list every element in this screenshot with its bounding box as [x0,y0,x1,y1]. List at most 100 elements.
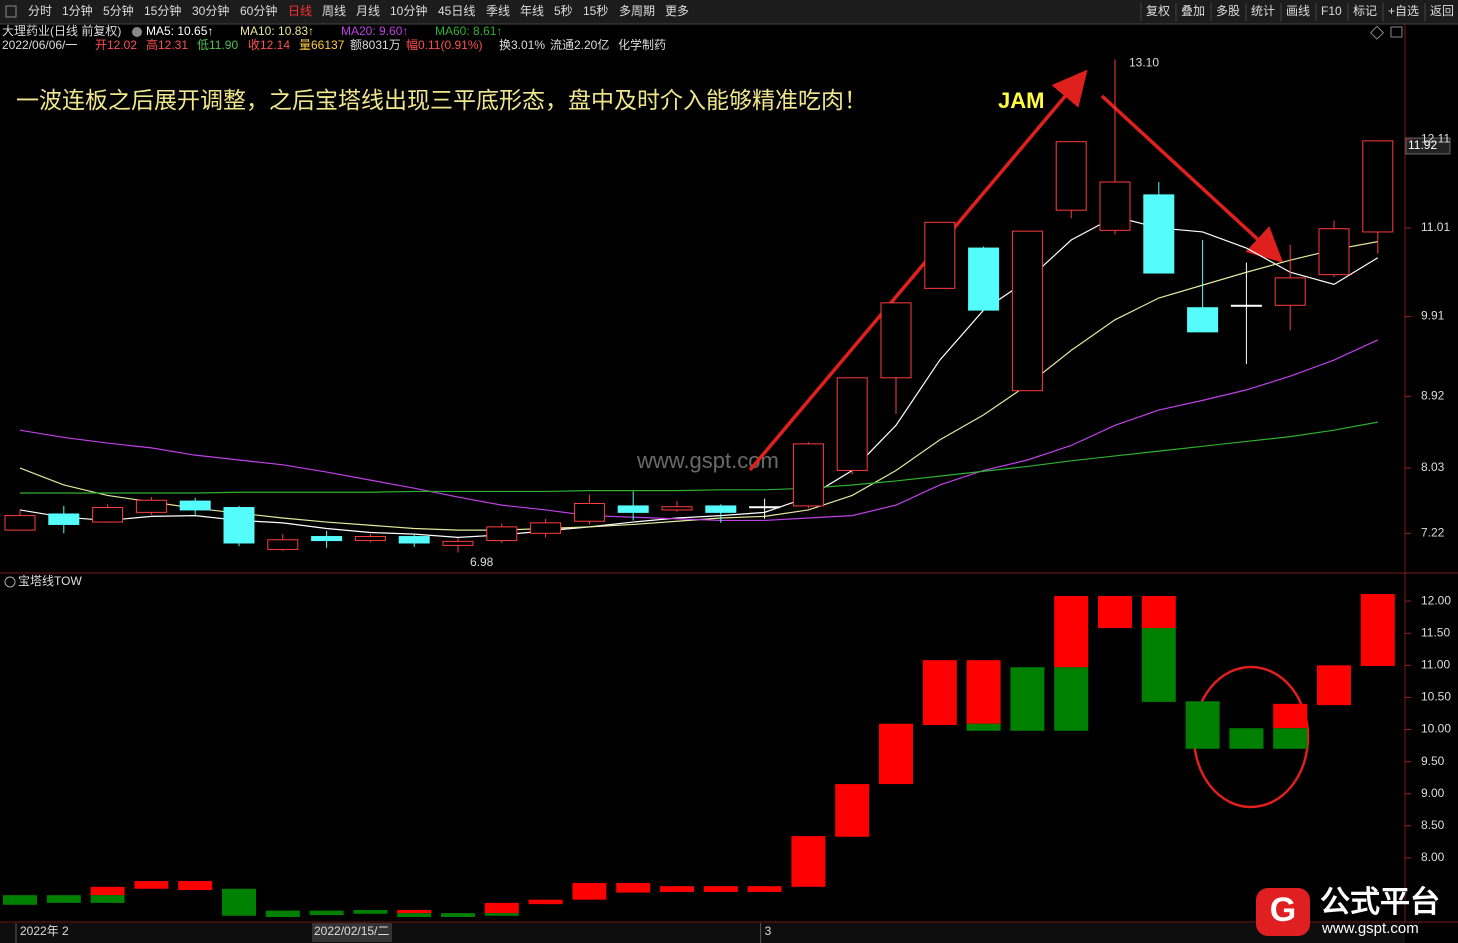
candle-body [1011,230,1043,392]
toolbar-item[interactable]: 30分钟 [192,3,229,18]
info-item: 幅0.11(0.91%) [406,37,482,52]
toolbar-item[interactable]: 10分钟 [390,3,427,18]
tower-segment [747,886,782,892]
toolbar-item[interactable]: 标记 [1353,4,1377,18]
toolbar-item[interactable]: 15秒 [583,4,608,18]
ma-line [20,421,1378,494]
legend-entry: MA20: 9.60↑ [341,24,408,38]
candle-body [749,506,781,509]
tower-segment [134,881,169,889]
y-tick-label: 11.00 [1421,657,1450,671]
toolbar-item[interactable]: 复权 [1146,4,1170,18]
tower-segment [1141,628,1176,702]
toolbar-item[interactable]: 5秒 [554,4,573,18]
candle-body [398,536,430,544]
x-tick-label: 3 [765,924,772,938]
toolbar-item[interactable]: 5分钟 [103,3,134,18]
y-tick-label: 9.91 [1421,309,1445,323]
tower-segment [1317,665,1351,706]
tower-segment [528,899,563,905]
y-tick-label: 9.00 [1421,786,1445,800]
tower-segment [90,895,125,903]
tower-segment [1010,667,1045,731]
toolbar-item[interactable]: 1分钟 [62,3,93,18]
low-label: 6.98 [470,555,494,569]
toolbar-item[interactable]: 年线 [520,4,544,18]
toolbar-item[interactable]: 返回 [1430,4,1454,18]
tower-segment [222,888,256,916]
candle-body [661,506,693,511]
candle-body [1274,277,1306,306]
toolbar-item[interactable]: 月线 [356,4,380,18]
candle-body [968,247,1000,311]
y-tick-label: 8.00 [1421,850,1445,864]
tower-segment [178,881,213,891]
icon [1390,26,1403,38]
logo-name: 公式平台 [1320,885,1440,919]
info-item: 量66137 [299,38,345,52]
y-tick-label: 10.50 [1421,690,1451,704]
tower-segment [966,660,1001,724]
annotation: 一波连板之后展开调整，之后宝塔线出现三平底形态，盘中及时介入能够精准吃肉！ [16,88,867,114]
info-item: 2022/06/06/一 [2,38,77,52]
toolbar-item[interactable]: 画线 [1286,4,1310,18]
toolbar-item[interactable]: 季线 [486,4,510,18]
toolbar-item[interactable]: 60分钟 [240,3,277,18]
tower-segment [1360,594,1395,666]
tower-segment [1229,728,1264,749]
tower-segment [397,909,432,914]
tower-segment [616,882,651,893]
candle-body [1143,194,1175,274]
y-tick-label: 9.50 [1421,754,1445,768]
info-item: 流通2.20亿 [550,37,609,52]
y-tick-label: 10.00 [1421,722,1451,736]
y-tick-label: 8.03 [1421,460,1445,474]
toolbar-item[interactable]: 15分钟 [144,3,181,18]
tower-segment [441,913,475,917]
cursor-date-bg [312,923,392,942]
tower-segment [484,913,519,916]
candle-body [4,515,36,531]
logo-icon [1256,888,1310,936]
ma-toggle [132,27,142,37]
logo-url: www.gspt.com [1321,920,1419,937]
candle-body [311,536,343,542]
toolbar-item[interactable]: 多周期 [619,4,655,18]
tower-segment [1054,667,1089,731]
tower-segment [265,910,300,917]
tower-segment [966,723,1001,731]
legend-entry: MA5: 10.65↑ [146,24,213,38]
candle-body [880,302,912,379]
arrow [1100,94,1284,263]
toolbar-item[interactable]: 分时 [28,4,52,18]
y-tick-label: 11.50 [1421,625,1450,639]
candle-body [267,539,299,550]
candle-body [1187,307,1219,333]
toolbar-item[interactable]: 多股 [1216,4,1240,18]
tower-segment [3,895,37,905]
toolbar-item[interactable]: 统计 [1251,4,1275,18]
time-axis-bg [0,923,1405,943]
toolbar-item[interactable]: 周线 [322,4,346,18]
tower-segment [397,913,432,917]
toolbar-item[interactable]: +自选 [1388,4,1419,18]
toolbar-item[interactable]: 叠加 [1181,4,1205,18]
stock-title: 大理药业(日线 前复权) [2,23,121,38]
toolbar-item[interactable]: 更多 [665,4,689,18]
tower-segment [309,910,344,916]
price-label-bg [1405,137,1451,155]
tower-segment [835,784,870,837]
high-label: 13.10 [1129,56,1159,70]
toolbar-item[interactable]: 日线 [288,4,312,18]
candle-body [179,500,211,511]
toolbar-icon [5,5,17,18]
toolbar-item[interactable]: F10 [1321,4,1342,18]
tower-segment [879,723,913,785]
tower-segment [90,886,125,896]
toolbar-item[interactable]: 45日线 [438,4,475,18]
candle-body [442,540,474,546]
info-item: 开12.02 [95,38,137,52]
